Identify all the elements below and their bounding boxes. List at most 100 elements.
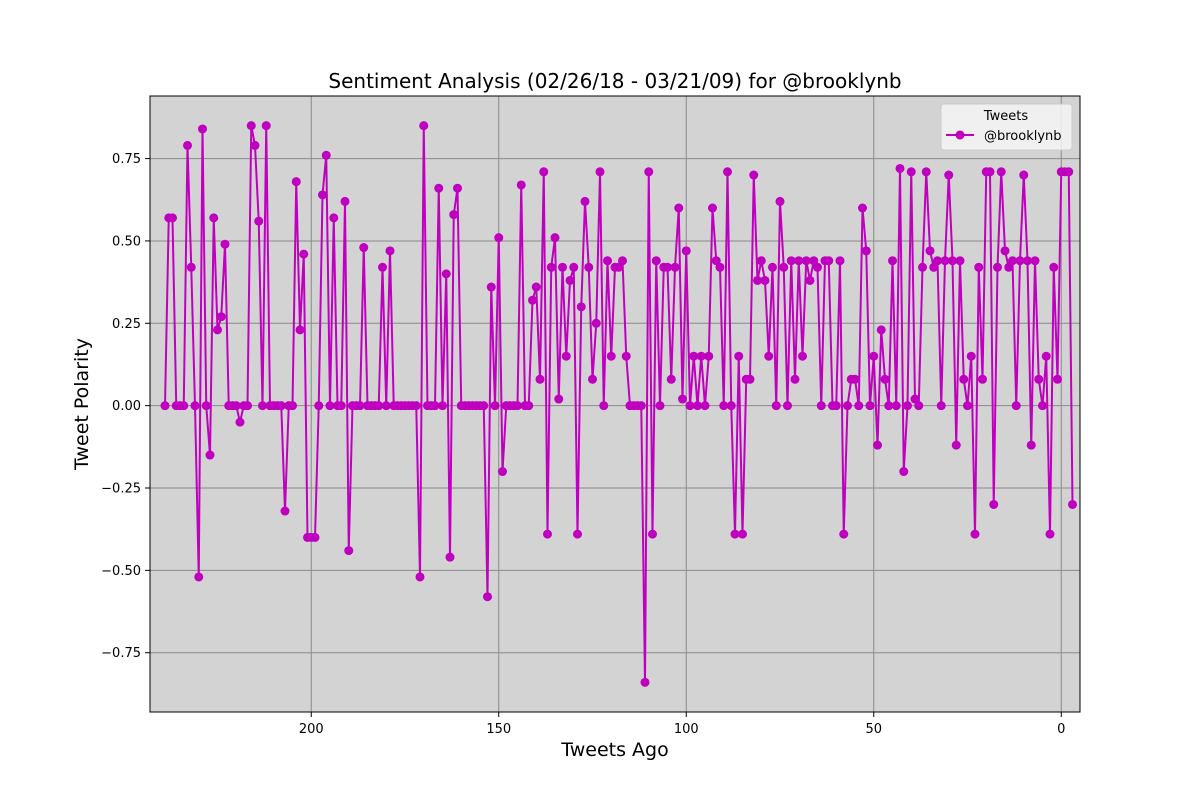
- data-point: [948, 256, 957, 266]
- data-point: [723, 167, 732, 177]
- x-tick-label: 100: [674, 722, 699, 737]
- data-point: [1045, 529, 1055, 539]
- data-point: [490, 401, 500, 411]
- data-point: [344, 546, 354, 556]
- data-point: [621, 351, 631, 361]
- data-point: [925, 246, 935, 256]
- data-point: [535, 374, 545, 384]
- data-point: [599, 401, 609, 411]
- data-point: [205, 450, 215, 460]
- x-tick-label: 0: [1057, 722, 1065, 737]
- data-point: [378, 262, 387, 272]
- data-point: [194, 572, 204, 582]
- data-point: [888, 256, 897, 266]
- data-point: [565, 275, 575, 285]
- y-tick-label: −0.75: [101, 646, 141, 661]
- data-point: [738, 529, 747, 539]
- y-tick-label: −0.50: [101, 564, 141, 579]
- data-point: [771, 401, 781, 411]
- data-point: [543, 529, 552, 539]
- data-point: [1019, 170, 1029, 180]
- data-point: [1026, 440, 1036, 450]
- data-point: [914, 401, 924, 411]
- data-point: [693, 401, 702, 411]
- data-point: [906, 167, 916, 177]
- data-point: [869, 351, 879, 361]
- data-point: [858, 203, 867, 213]
- data-point: [606, 351, 616, 361]
- legend: Tweets @brooklynb: [940, 103, 1073, 151]
- data-point: [580, 196, 590, 206]
- data-point: [910, 394, 920, 404]
- data-point: [449, 210, 459, 220]
- data-point: [258, 401, 267, 411]
- data-point: [775, 196, 785, 206]
- data-point: [678, 394, 687, 404]
- data-point: [940, 256, 950, 266]
- data-point: [951, 440, 961, 450]
- data-point: [183, 140, 192, 150]
- data-point: [790, 374, 800, 384]
- data-point: [876, 325, 886, 335]
- data-point: [441, 269, 451, 279]
- y-tick-label: 0.75: [112, 152, 141, 167]
- data-point: [989, 499, 999, 509]
- data-point: [1049, 262, 1059, 272]
- data-point: [861, 246, 871, 256]
- data-point: [704, 351, 714, 361]
- data-point: [786, 256, 796, 266]
- data-point: [636, 401, 646, 411]
- data-point: [899, 467, 909, 477]
- data-point: [569, 262, 579, 272]
- data-point: [486, 282, 496, 292]
- data-point: [561, 351, 571, 361]
- data-point: [749, 170, 759, 180]
- data-point: [576, 302, 586, 312]
- data-point: [243, 401, 252, 411]
- series-layer: [160, 121, 1077, 687]
- data-point: [254, 216, 264, 226]
- data-point: [288, 401, 297, 411]
- data-point: [573, 529, 582, 539]
- data-point: [1030, 256, 1040, 266]
- data-point: [1064, 167, 1074, 177]
- data-point: [1034, 374, 1044, 384]
- data-point: [280, 506, 290, 516]
- data-point: [1004, 262, 1014, 272]
- y-axis-title: Tweet Polarity: [71, 338, 93, 471]
- data-point: [546, 262, 556, 272]
- data-point: [670, 262, 680, 272]
- data-point: [681, 246, 691, 256]
- data-point: [674, 203, 684, 213]
- y-tick-label: 0.25: [112, 317, 141, 332]
- data-point: [1068, 499, 1077, 509]
- data-point: [753, 275, 762, 285]
- data-point: [798, 351, 807, 361]
- data-point: [719, 401, 729, 411]
- data-point: [438, 401, 447, 411]
- data-point: [974, 262, 984, 272]
- data-point: [1041, 351, 1051, 361]
- data-point: [666, 374, 676, 384]
- data-point: [445, 552, 455, 562]
- data-point: [528, 295, 537, 305]
- data-point: [160, 401, 170, 411]
- data-point: [824, 256, 834, 266]
- data-point: [1000, 246, 1010, 256]
- data-point: [291, 177, 301, 187]
- x-axis-title: Tweets Ago: [560, 739, 668, 761]
- data-point: [985, 167, 995, 177]
- data-point: [993, 262, 1002, 272]
- data-point: [873, 440, 882, 450]
- legend-box: [940, 103, 1073, 151]
- data-point: [531, 282, 541, 292]
- data-point: [430, 401, 440, 411]
- data-point: [880, 374, 890, 384]
- data-point: [955, 256, 965, 266]
- data-point: [550, 233, 560, 243]
- data-point: [734, 351, 744, 361]
- legend-series-marker: [955, 130, 965, 140]
- data-point: [168, 213, 177, 223]
- data-point: [419, 121, 429, 131]
